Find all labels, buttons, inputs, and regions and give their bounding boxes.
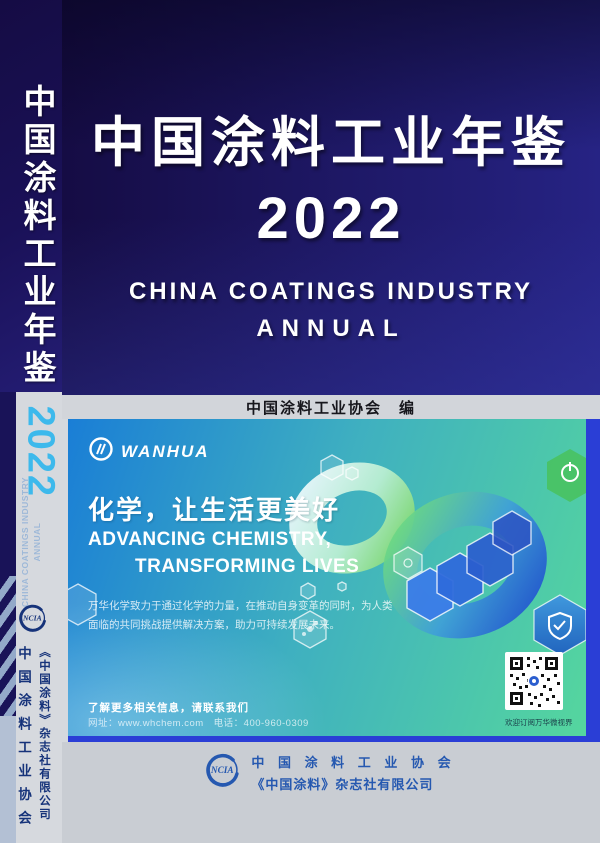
- ad-contact-detail: 网址：www.whchem.com 电话：400-960-0309: [88, 718, 309, 729]
- spine-top-background: [0, 0, 62, 392]
- ad-body-line1: 万华化学致力于通过化学的力量，在推动自身变革的同时，为人类: [88, 600, 393, 612]
- qr-caption: 欢迎订阅万华微视界: [505, 718, 573, 727]
- spine-publisher-block: 《中国涂料》杂志社有限公司 中国涂料工业协会: [13, 646, 52, 843]
- cover-title: 中国涂料工业年鉴: [91, 113, 571, 173]
- spine-association: 中国涂料工业协会: [16, 646, 31, 834]
- wanhua-logo-icon: [88, 436, 114, 467]
- cover-subtitle-line2: ANNUAL: [256, 315, 406, 342]
- ad-contact-line: 了解更多相关信息，请联系我们: [88, 702, 249, 714]
- cover-top: 中国涂料工业年鉴 2022 CHINA COATINGS INDUSTRY AN…: [62, 0, 600, 395]
- spine-subtitle-line2: ANNUAL: [32, 522, 42, 562]
- cover-subtitle-line1: CHINA COATINGS INDUSTRY: [128, 278, 534, 305]
- spine-subtitle-line1: CHINA COATINGS INDUSTRY: [20, 476, 30, 608]
- ad-body-line2: 面临的共同挑战提供解决方案，助力可持续发展未来。: [88, 619, 340, 631]
- editor-line: 中国涂料工业协会 编: [245, 399, 416, 417]
- ncia-logo-icon: NCIA: [19, 604, 47, 632]
- spine-edge-stripe: [0, 392, 16, 716]
- svg-text:NCIA: NCIA: [22, 614, 42, 623]
- cover-year: 2022: [256, 186, 406, 251]
- ad-slogan-en-line2: TRANSFORMING LIVES: [135, 556, 360, 577]
- qr-code-icon: [505, 652, 563, 710]
- book-spine: 中国涂料工业年鉴 2022 CHINA COATINGS INDUSTRY AN…: [0, 0, 62, 843]
- editor-band: 中国涂料工业协会 编: [62, 395, 600, 419]
- shield-hexagon-icon: [533, 594, 586, 656]
- spine-edge-stripe-foot: [0, 716, 16, 843]
- power-hexagon-icon: [547, 449, 586, 502]
- publisher-footer: NCIA 中 国 涂 料 工 业 协 会 《中国涂料》杂志社有限公司: [62, 742, 600, 843]
- ad-body-copy: 万华化学致力于通过化学的力量，在推动自身变革的同时，为人类 面临的共同挑战提供解…: [88, 597, 393, 635]
- spine-publisher: 《中国涂料》杂志社有限公司: [38, 646, 50, 822]
- footer-publisher: 《中国涂料》杂志社有限公司: [251, 777, 434, 792]
- qr-code-block: 欢迎订阅万华微视界: [505, 652, 573, 728]
- spine-subtitle: CHINA COATINGS INDUSTRY ANNUAL: [4, 472, 58, 616]
- wanhua-ad-banner: WANHUA 化学，让生活更美好 ADVANCING CHEMISTRY, TR…: [68, 419, 586, 736]
- footer-association: 中 国 涂 料 工 业 协 会: [251, 755, 456, 770]
- infinity-hexagon-art: [68, 449, 586, 656]
- svg-text:NCIA: NCIA: [210, 766, 234, 776]
- ad-slogan-en-line1: ADVANCING CHEMISTRY,: [88, 529, 332, 550]
- spine-year: 2022: [19, 405, 62, 499]
- spine-title: 中国涂料工业年鉴: [19, 84, 56, 388]
- ad-frame: WANHUA 化学，让生活更美好 ADVANCING CHEMISTRY, TR…: [68, 419, 600, 742]
- wanhua-brand-text: WANHUA: [121, 441, 210, 461]
- ncia-footer-logo-icon: NCIA: [206, 753, 240, 792]
- ad-slogan-cn: 化学，让生活更美好: [88, 495, 341, 525]
